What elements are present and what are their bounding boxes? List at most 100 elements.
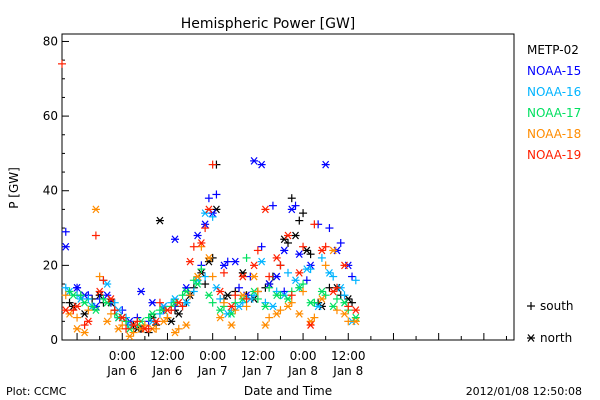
- point-noaa-19-north: [73, 302, 82, 311]
- point-metp-02-north: [80, 309, 89, 318]
- point-noaa-18-north: [159, 317, 168, 326]
- point-noaa-15-north: [219, 261, 228, 270]
- point-noaa-15-north: [280, 246, 289, 255]
- point-noaa-19-south: [332, 283, 341, 292]
- point-metp-02-south: [65, 298, 74, 307]
- point-noaa-17-south: [76, 291, 85, 300]
- point-noaa-15-south: [302, 276, 311, 285]
- point-noaa-18-south: [197, 242, 206, 251]
- point-metp-02-south: [284, 238, 292, 247]
- chart-title: Hemispheric Power [GW]: [181, 16, 356, 32]
- point-noaa-17-south: [144, 313, 153, 322]
- point-noaa-19-south: [122, 324, 131, 333]
- point-noaa-18-south: [299, 287, 308, 296]
- series-noaa-18: [61, 205, 360, 341]
- x-tick-time: 12:00: [150, 349, 185, 363]
- point-metp-02-north: [174, 309, 183, 318]
- point-noaa-15-north: [148, 298, 157, 307]
- point-noaa-16-north: [182, 298, 191, 307]
- point-noaa-18-south: [106, 309, 115, 318]
- plot-credit: Plot: CCMC: [6, 385, 67, 398]
- point-noaa-19-north: [317, 246, 326, 255]
- point-noaa-19-north: [295, 268, 304, 277]
- point-noaa-19-south: [231, 291, 240, 300]
- point-noaa-18-north: [193, 272, 202, 281]
- point-noaa-15-north: [250, 156, 259, 165]
- point-noaa-19-north: [95, 287, 104, 296]
- point-noaa-18-south: [61, 291, 70, 300]
- x-axis-label: Date and Time: [244, 384, 332, 398]
- point-noaa-15-south: [223, 257, 232, 266]
- point-noaa-15-north: [295, 250, 304, 259]
- legend-marker-label: south: [540, 299, 574, 313]
- legend-entry: NOAA-15: [527, 64, 581, 78]
- x-tick-date: Jan 7: [242, 364, 273, 378]
- point-noaa-18-south: [265, 313, 274, 322]
- point-noaa-18-north: [238, 291, 247, 300]
- point-noaa-19-south: [133, 317, 142, 326]
- point-noaa-17-north: [182, 287, 191, 296]
- point-noaa-19-south: [91, 231, 100, 240]
- point-noaa-18-north: [284, 302, 292, 311]
- point-metp-02-north: [291, 231, 300, 240]
- point-noaa-17-north: [317, 287, 326, 296]
- point-metp-02-north: [204, 257, 213, 266]
- point-noaa-17-south: [122, 317, 131, 326]
- point-noaa-15-south: [336, 238, 345, 247]
- point-noaa-18-north: [261, 321, 270, 329]
- y-tick-label: 20: [43, 258, 58, 272]
- point-noaa-17-north: [306, 298, 315, 307]
- point-noaa-17-north: [193, 280, 202, 288]
- point-noaa-18-north: [171, 328, 179, 337]
- point-noaa-19-south: [310, 220, 319, 229]
- point-noaa-17-north: [272, 291, 281, 300]
- point-noaa-16-south: [84, 294, 93, 303]
- point-noaa-17-north: [261, 302, 270, 311]
- point-noaa-17-south: [253, 294, 262, 303]
- point-noaa-17-north: [295, 283, 304, 292]
- point-noaa-17-south: [332, 294, 341, 303]
- point-noaa-15-north: [287, 205, 296, 214]
- point-noaa-18-north: [351, 317, 360, 326]
- point-noaa-15-south: [291, 201, 300, 210]
- point-noaa-19-north: [250, 261, 259, 270]
- point-noaa-18-south: [95, 272, 104, 281]
- plot-frame: [61, 33, 515, 341]
- point-noaa-15-north: [61, 242, 70, 251]
- point-noaa-19-north: [261, 205, 270, 214]
- point-noaa-19-south: [189, 242, 198, 251]
- x-tick-date: Jan 7: [197, 364, 228, 378]
- point-noaa-18-north: [329, 246, 338, 255]
- point-noaa-17-north: [148, 309, 157, 318]
- series-noaa-19: [58, 59, 360, 333]
- point-noaa-17-north: [204, 291, 213, 300]
- point-noaa-19-south: [99, 276, 108, 285]
- point-noaa-15-south: [280, 287, 289, 296]
- x-tick-date: Jan 8: [287, 364, 318, 378]
- point-noaa-19-north: [186, 257, 195, 266]
- point-noaa-19-south: [344, 302, 353, 311]
- point-noaa-19-north: [84, 317, 93, 326]
- point-noaa-15-south: [268, 201, 277, 210]
- legend-entry: NOAA-17: [527, 106, 581, 120]
- point-noaa-19-south: [178, 302, 187, 311]
- point-noaa-17-south: [321, 291, 330, 300]
- point-metp-02-south: [295, 216, 304, 225]
- point-noaa-19-north: [351, 306, 360, 315]
- point-noaa-17-south: [242, 253, 251, 262]
- point-noaa-19-south: [276, 261, 285, 270]
- point-noaa-16-north: [103, 280, 112, 288]
- point-noaa-17-south: [99, 294, 108, 303]
- point-noaa-17-north: [216, 306, 225, 315]
- point-noaa-17-north: [329, 302, 338, 311]
- point-noaa-18-south: [174, 324, 183, 333]
- point-metp-02-north: [302, 246, 311, 255]
- point-noaa-15-south: [61, 227, 70, 236]
- point-noaa-18-south: [344, 317, 353, 326]
- point-noaa-19-south: [208, 160, 217, 169]
- point-noaa-19-north: [61, 306, 70, 315]
- point-noaa-18-south: [253, 287, 262, 296]
- legend-entry: METP-02: [527, 43, 579, 57]
- x-tick-date: Jan 6: [106, 364, 137, 378]
- point-noaa-19-south: [80, 321, 89, 330]
